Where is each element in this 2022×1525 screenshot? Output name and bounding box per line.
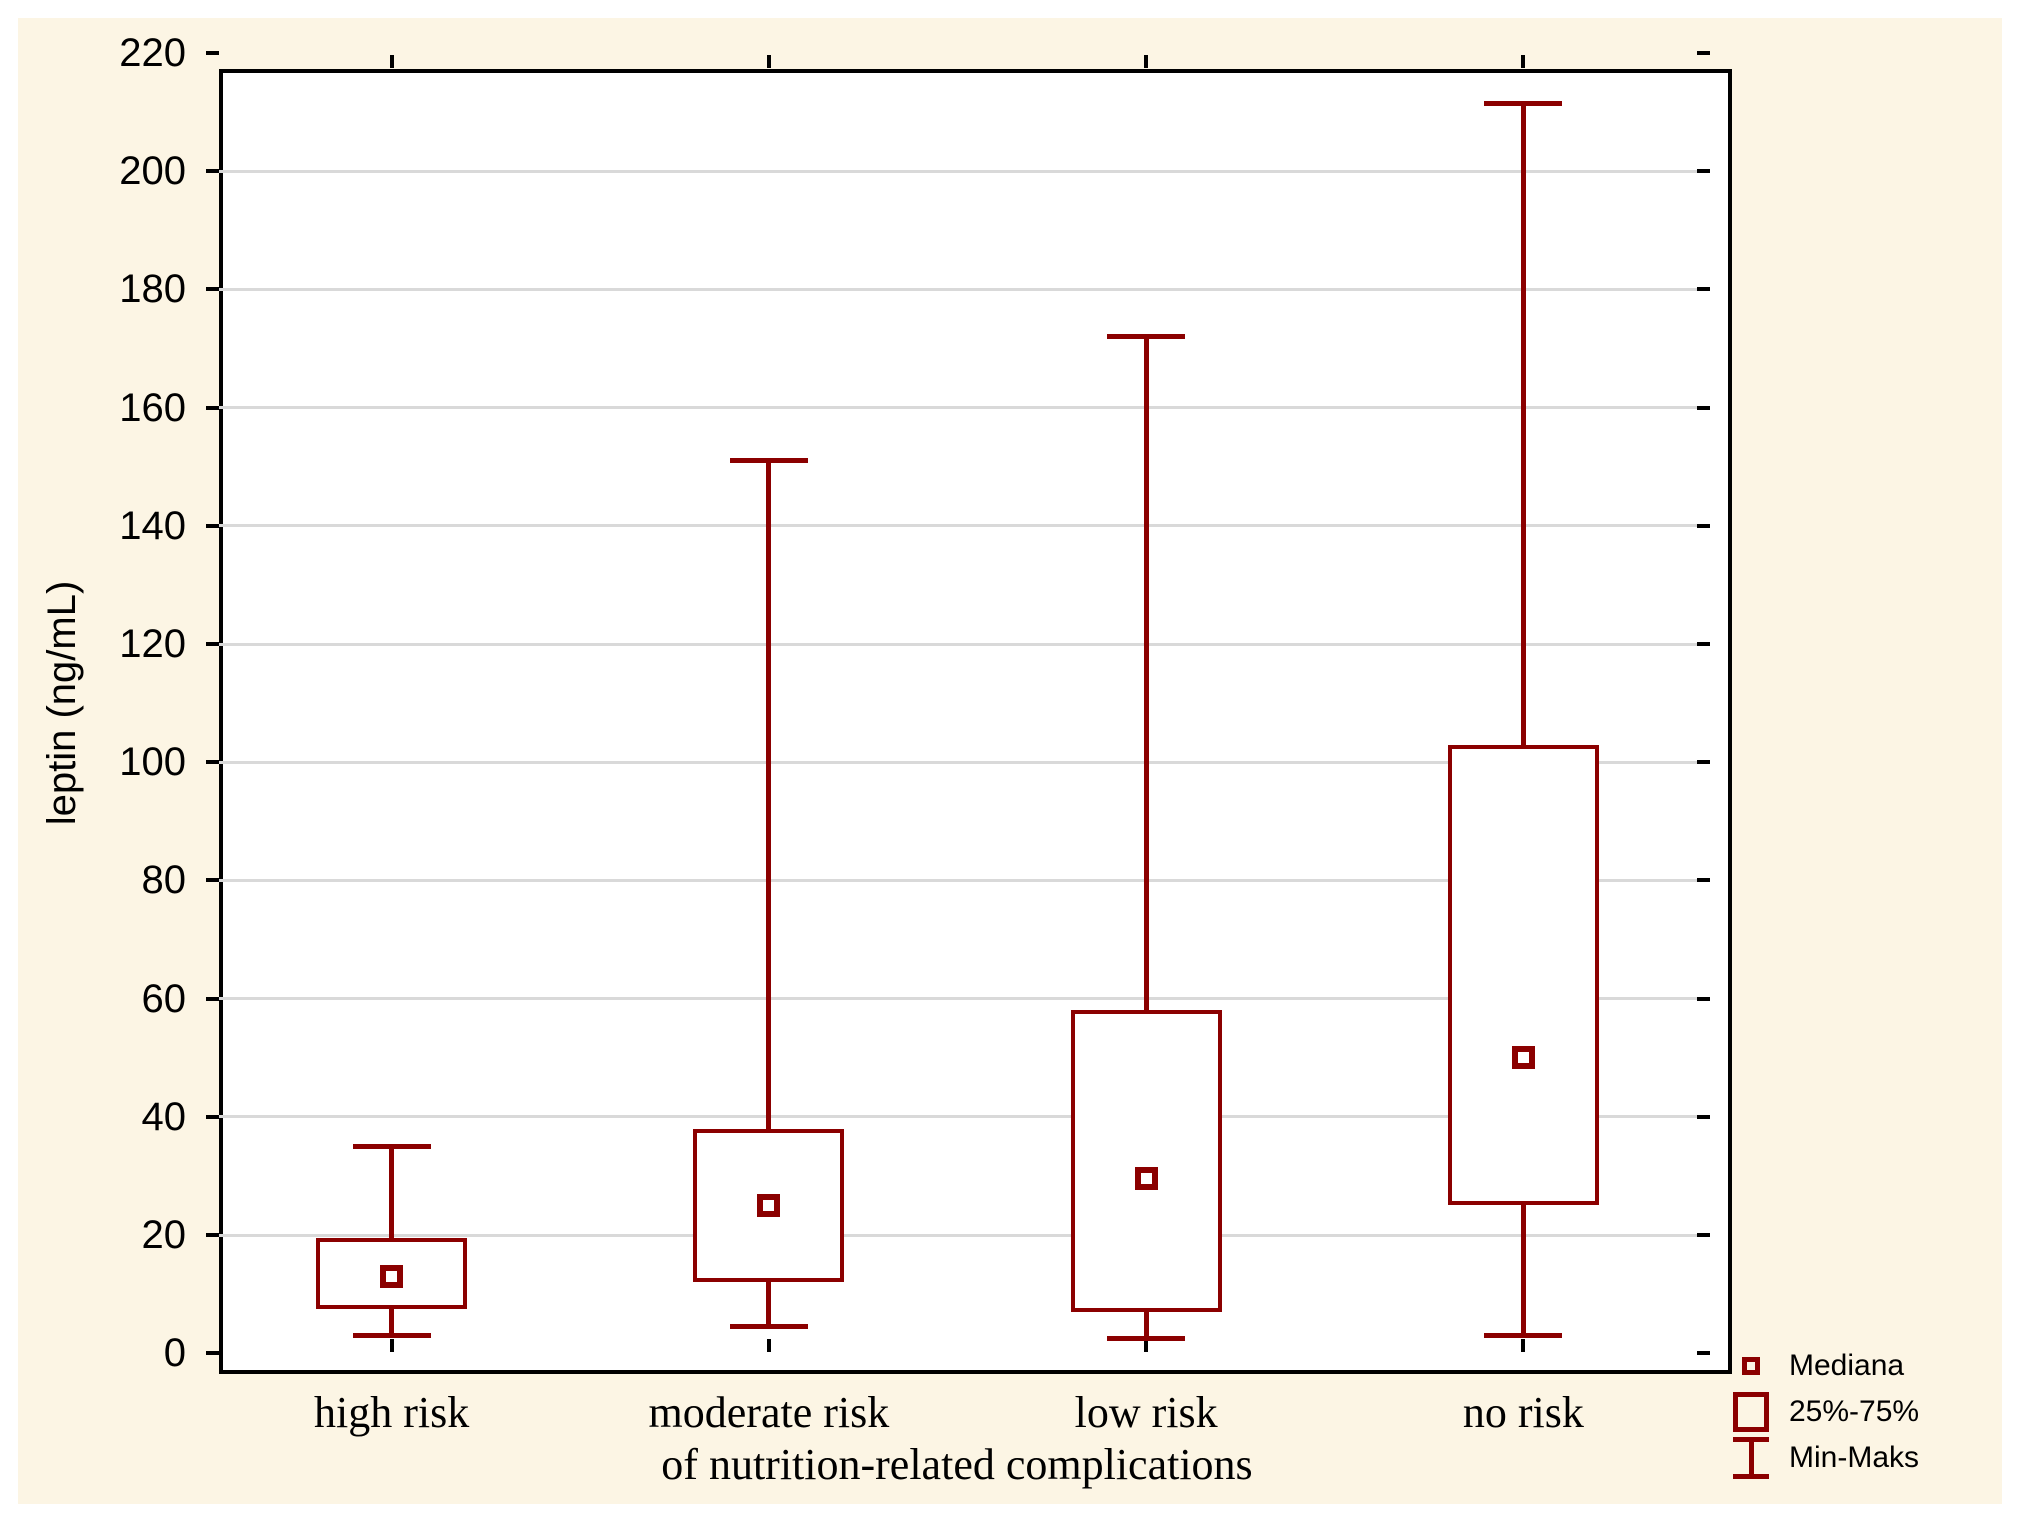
y-axis-tick-left (206, 523, 219, 528)
category-label: low risk (1074, 1388, 1218, 1437)
y-tick-label: 220 (119, 31, 186, 76)
category-label: high risk (313, 1388, 470, 1437)
y-axis-tick-right (1697, 287, 1710, 292)
x-axis-tick-top (766, 55, 771, 68)
gridline (206, 997, 1710, 1001)
x-axis-tick-top (1144, 55, 1149, 68)
whisker-cap-max (729, 458, 808, 464)
iqr-box (316, 1237, 468, 1309)
y-axis-title: leptin (ng/mL) (40, 580, 84, 826)
y-axis-tick-left (206, 169, 219, 174)
whisker-cap-min (352, 1332, 431, 1338)
y-axis-tick-right (1697, 405, 1710, 410)
y-axis-tick-left (206, 1114, 219, 1119)
legend-item-mediana: Mediana (1725, 1343, 2015, 1389)
legend-icon-col (1725, 1437, 1777, 1479)
min-max-whisker-icon (1733, 1437, 1769, 1479)
whisker-cap-max (352, 1143, 431, 1149)
x-axis-tick-bottom (766, 1339, 771, 1352)
gridline (206, 169, 1710, 173)
y-axis-tick-right (1697, 996, 1710, 1001)
x-axis-title: of nutrition-related complications (661, 1440, 1253, 1489)
y-tick-label: 40 (141, 1094, 187, 1139)
x-axis-tick-top (389, 55, 394, 68)
y-axis-tick-left (206, 1351, 219, 1356)
median-marker (1134, 1167, 1158, 1191)
gridline (206, 1233, 1710, 1237)
median-marker (757, 1193, 781, 1217)
y-axis-tick-right (1697, 51, 1710, 56)
y-axis-tick-left (206, 1233, 219, 1237)
gridline (206, 642, 1710, 646)
y-axis-tick-left (206, 51, 219, 56)
y-axis-tick-left (206, 760, 219, 765)
y-axis-tick-right (1697, 523, 1710, 528)
y-axis-tick-left (206, 287, 219, 292)
y-tick-label: 100 (119, 740, 186, 785)
median-marker-icon (1742, 1357, 1760, 1375)
median-marker (380, 1264, 404, 1288)
whisker-cap-min (1107, 1335, 1186, 1341)
category-label: moderate risk (648, 1388, 890, 1437)
y-axis-tick-right (1697, 1114, 1710, 1119)
y-tick-label: 180 (119, 267, 186, 312)
gridline (206, 878, 1710, 882)
iqr-box-icon (1733, 1392, 1769, 1432)
y-tick-label: 60 (141, 976, 187, 1021)
y-tick-label: 160 (119, 385, 186, 430)
whisker-cap-max (1484, 100, 1563, 106)
y-tick-label: 120 (119, 622, 186, 667)
y-axis-tick-right (1697, 760, 1710, 765)
y-axis-tick-left (206, 642, 219, 647)
legend-item-25-75: 25%-75% (1725, 1389, 2015, 1435)
gridline (206, 760, 1710, 764)
y-tick-label: 20 (141, 1213, 187, 1257)
y-axis-tick-right (1697, 878, 1710, 883)
y-axis-tick-right (1697, 169, 1710, 174)
y-axis-tick-right (1697, 1233, 1710, 1237)
gridline (206, 406, 1710, 410)
iqr-box (1070, 1010, 1222, 1312)
y-axis-tick-right (1697, 642, 1710, 647)
y-tick-label: 140 (119, 503, 186, 548)
y-axis-tick-left (206, 878, 219, 883)
iqr-box (1447, 744, 1599, 1206)
whisker-cap-max (1107, 334, 1186, 340)
legend-label: 25%-75% (1789, 1395, 1920, 1428)
legend-label: Mediana (1789, 1349, 1905, 1382)
gridline (206, 524, 1710, 528)
legend: Mediana 25%-75% Min-Maks (1725, 1343, 2015, 1481)
x-axis-tick-bottom (389, 1339, 394, 1352)
y-tick-label: 200 (119, 149, 186, 194)
whisker-icon-cap (1733, 1474, 1769, 1479)
gridline (206, 1115, 1710, 1119)
whisker-line (766, 460, 772, 1327)
whisker-icon-line (1748, 1437, 1754, 1479)
whisker-cap-min (729, 1324, 808, 1330)
y-axis-tick-right (1697, 1351, 1710, 1356)
whisker-line (1520, 103, 1526, 1336)
x-axis-tick-top (1521, 55, 1526, 68)
x-axis-tick-bottom (1144, 1339, 1149, 1352)
y-tick-label: 80 (141, 858, 187, 903)
legend-label: Min-Maks (1789, 1441, 1920, 1474)
legend-item-min-maks: Min-Maks (1725, 1435, 2015, 1481)
y-axis-tick-left (206, 405, 219, 410)
category-label: no risk (1462, 1388, 1584, 1437)
whisker-line (1143, 336, 1149, 1339)
y-tick-label: 0 (163, 1331, 186, 1376)
whisker-cap-min (1484, 1332, 1563, 1338)
legend-icon-col (1725, 1357, 1777, 1375)
y-axis-tick-left (206, 996, 219, 1001)
legend-icon-col (1725, 1392, 1777, 1432)
median-marker (1511, 1046, 1535, 1070)
gridline (206, 287, 1710, 291)
x-axis-tick-bottom (1521, 1339, 1526, 1352)
